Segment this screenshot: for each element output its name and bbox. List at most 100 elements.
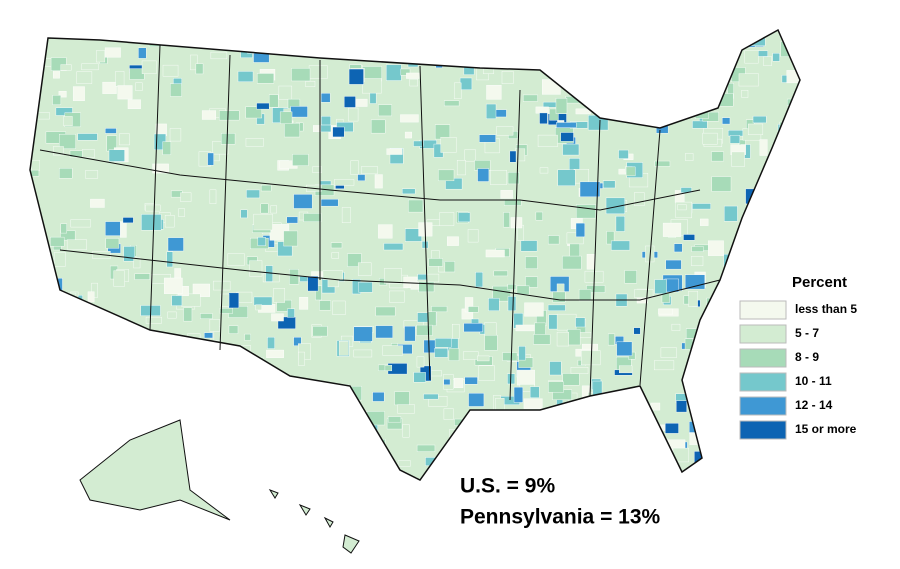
county-patch bbox=[552, 291, 566, 303]
legend: Percent less than 5 5 - 7 8 - 9 10 - 11 12 -… bbox=[739, 274, 857, 440]
county-patch bbox=[771, 152, 790, 165]
county-patch bbox=[507, 423, 523, 432]
county-patch bbox=[353, 326, 373, 342]
county-patch bbox=[763, 172, 783, 181]
county-patch bbox=[291, 68, 311, 82]
county-patch bbox=[315, 285, 322, 301]
county-patch bbox=[515, 148, 526, 162]
county-patch bbox=[702, 132, 718, 145]
county-patch bbox=[660, 474, 675, 480]
county-patch bbox=[386, 64, 402, 81]
us-outline bbox=[30, 30, 800, 480]
county-patch bbox=[217, 393, 234, 403]
legend-label: 12 - 14 bbox=[795, 398, 833, 412]
county-patch bbox=[624, 270, 637, 284]
county-patch bbox=[162, 64, 179, 77]
county-patch bbox=[760, 207, 768, 222]
county-patch bbox=[505, 62, 516, 70]
county-patch bbox=[359, 37, 367, 47]
county-patch bbox=[513, 386, 524, 403]
county-patch bbox=[257, 421, 273, 438]
county-patch bbox=[246, 189, 260, 199]
legend-swatch bbox=[739, 396, 787, 416]
county-patch bbox=[658, 308, 674, 315]
county-patch bbox=[85, 170, 99, 179]
county-patch bbox=[63, 116, 73, 127]
county-patch bbox=[772, 53, 780, 62]
county-patch bbox=[33, 362, 54, 368]
county-patch bbox=[284, 123, 300, 138]
county-patch bbox=[639, 35, 648, 51]
county-patch bbox=[305, 465, 322, 474]
county-patch bbox=[200, 313, 213, 319]
county-patch bbox=[227, 253, 245, 266]
county-patch bbox=[245, 138, 264, 147]
county-patch bbox=[489, 427, 507, 441]
county-patch bbox=[350, 160, 359, 175]
county-patch bbox=[334, 387, 351, 400]
county-patch bbox=[456, 160, 466, 176]
county-patch bbox=[87, 291, 95, 303]
county-patch bbox=[549, 108, 559, 121]
county-patch bbox=[321, 116, 331, 126]
county-patch bbox=[198, 436, 210, 454]
county-patch bbox=[374, 174, 383, 189]
county-patch bbox=[209, 343, 221, 360]
county-patch bbox=[634, 192, 645, 206]
county-patch bbox=[475, 271, 484, 288]
county-patch bbox=[557, 169, 576, 186]
county-patch bbox=[656, 80, 676, 90]
county-patch bbox=[52, 298, 63, 314]
county-patch bbox=[348, 68, 364, 85]
county-patch bbox=[733, 455, 748, 464]
county-patch bbox=[483, 457, 491, 472]
county-patch bbox=[575, 317, 586, 328]
county-patch bbox=[520, 240, 538, 252]
county-patch bbox=[567, 329, 581, 346]
county-patch bbox=[223, 386, 233, 399]
county-patch bbox=[286, 216, 298, 224]
county-patch bbox=[629, 63, 640, 70]
county-patch bbox=[556, 122, 577, 128]
county-patch bbox=[738, 73, 759, 87]
county-patch bbox=[467, 229, 479, 243]
county-patch bbox=[683, 234, 695, 241]
county-patch bbox=[298, 391, 317, 403]
county-patch bbox=[70, 340, 89, 354]
county-patch bbox=[336, 404, 349, 418]
county-patch bbox=[573, 168, 589, 184]
county-patch bbox=[362, 78, 382, 94]
county-patch bbox=[334, 179, 355, 186]
county-patch bbox=[460, 423, 481, 439]
county-patch bbox=[708, 345, 717, 359]
county-patch bbox=[716, 444, 728, 456]
county-patch bbox=[722, 117, 731, 125]
county-patch bbox=[485, 103, 497, 119]
county-patch bbox=[244, 410, 254, 418]
county-patch bbox=[253, 296, 273, 306]
county-patch bbox=[319, 300, 331, 311]
county-patch bbox=[225, 474, 239, 480]
county-patch bbox=[141, 214, 162, 231]
county-patch bbox=[523, 398, 543, 410]
county-patch bbox=[671, 323, 681, 331]
county-patch bbox=[691, 46, 711, 57]
county-patch bbox=[777, 193, 792, 210]
county-patch bbox=[346, 406, 363, 419]
county-patch bbox=[783, 470, 800, 480]
county-patch bbox=[562, 255, 582, 270]
county-patch bbox=[502, 445, 515, 458]
county-patch bbox=[320, 93, 331, 103]
us-border bbox=[29, 28, 801, 481]
county-patch bbox=[324, 417, 338, 430]
state-lines bbox=[39, 44, 721, 401]
county-patch bbox=[333, 35, 346, 50]
county-patch bbox=[290, 106, 308, 118]
county-patch bbox=[631, 47, 638, 62]
county-patch bbox=[575, 222, 586, 238]
county-patch bbox=[375, 306, 396, 317]
county-patch bbox=[156, 410, 175, 421]
county-patch bbox=[209, 189, 217, 204]
county-patch bbox=[180, 192, 192, 202]
county-patch bbox=[495, 398, 505, 411]
